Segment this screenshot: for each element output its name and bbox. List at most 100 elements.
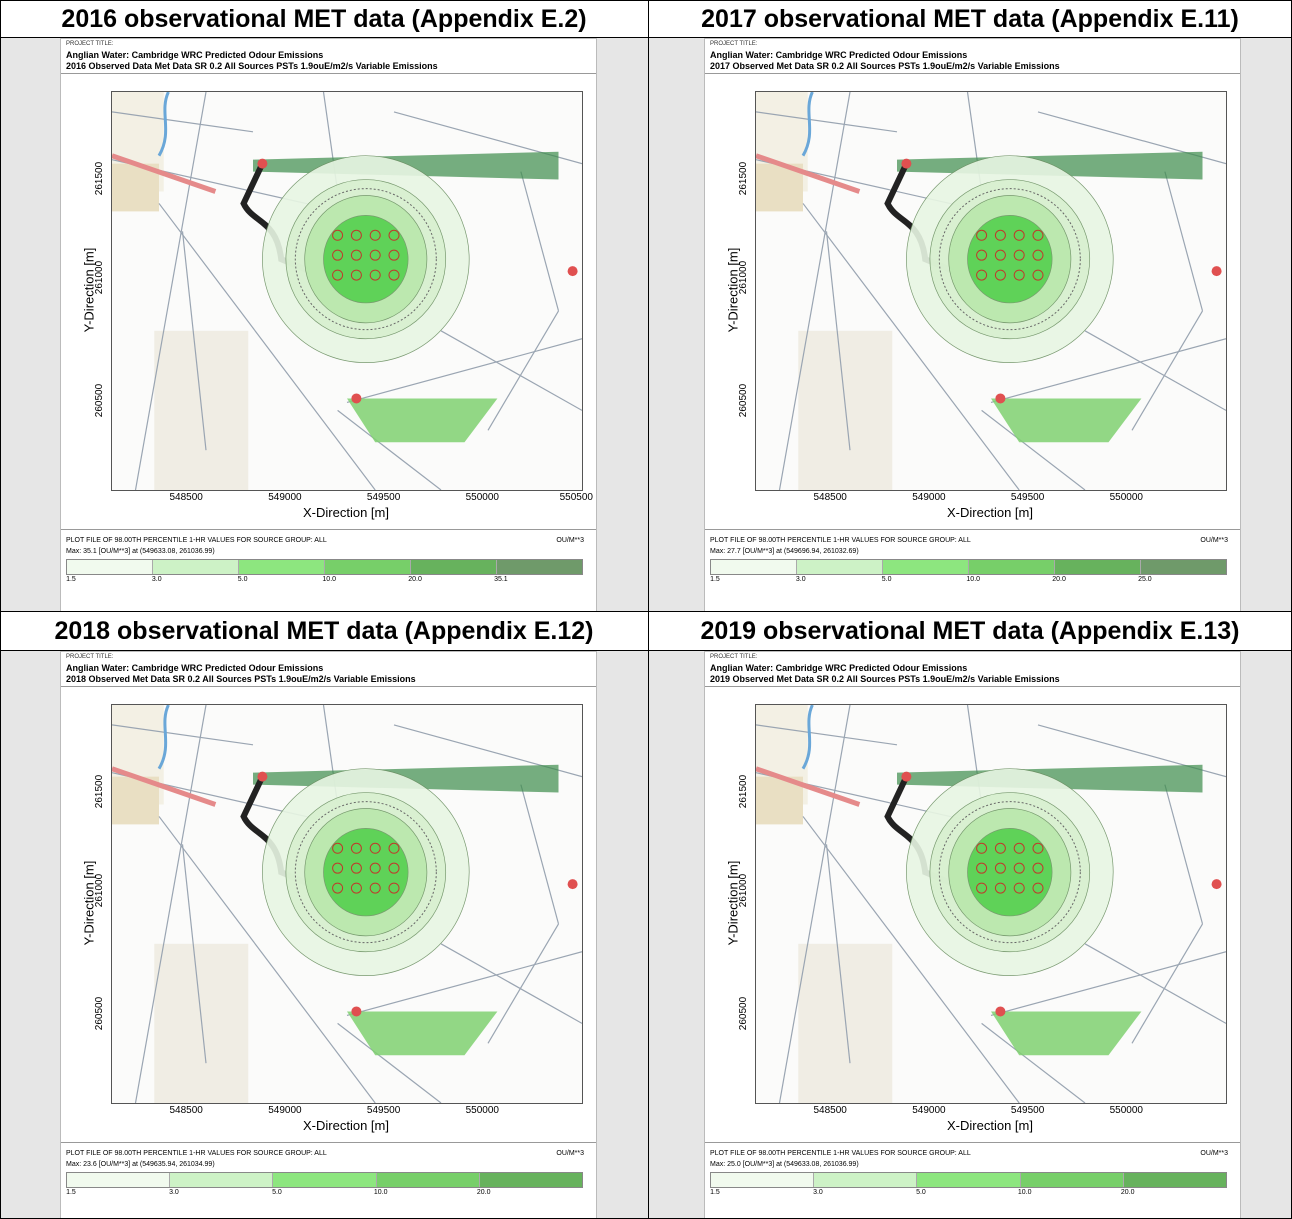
- project-title-label: PROJECT TITLE:: [710, 654, 758, 660]
- legend-tick-label: 20.0: [476, 1189, 491, 1196]
- legend-color-band: [325, 560, 411, 574]
- tank-marker: [350, 249, 362, 261]
- map-road-line: [990, 951, 1226, 1017]
- panel-2018: PROJECT TITLE: Anglian Water: Cambridge W…: [1, 651, 648, 1218]
- legend-tick-label: 20.0: [408, 576, 422, 583]
- footer-divider: [61, 529, 596, 530]
- tank-marker: [350, 842, 362, 854]
- tank-marker: [350, 882, 362, 894]
- map-road-line: [181, 844, 207, 1064]
- green-field: [991, 1011, 1142, 1056]
- tank-marker: [369, 269, 381, 281]
- map-road-line: [802, 816, 1020, 1103]
- legend-tick-label: 5.0: [272, 1189, 282, 1196]
- tank-marker: [994, 229, 1006, 241]
- legend-tick-label: 5.0: [916, 1189, 926, 1196]
- site-boundary: [938, 188, 1081, 331]
- y-tick-label: 261000: [94, 873, 106, 908]
- legend-color-band: [814, 1173, 918, 1187]
- legend-color-band: [1123, 1173, 1227, 1187]
- roundabout-marker: [1211, 266, 1222, 277]
- tank-marker: [332, 249, 344, 261]
- legend-tick-label: 3.0: [151, 576, 162, 583]
- tank-marker: [976, 249, 988, 261]
- grid-line-top: [0, 0, 1292, 1]
- site-boundary: [294, 801, 437, 944]
- title-divider: [61, 73, 596, 74]
- report-sheet: PROJECT TITLE: Anglian Water: Cambridge W…: [60, 38, 597, 611]
- legend-color-band: [376, 1173, 480, 1187]
- roundabout-marker: [567, 266, 578, 277]
- footer-divider: [705, 1142, 1240, 1143]
- legend-tick-label: 10.0: [1017, 1189, 1032, 1196]
- project-title-line-2: 2017 Observed Met Data SR 0.2 All Source…: [710, 61, 1060, 71]
- legend-color-band: [153, 560, 239, 574]
- map-road-line: [981, 409, 1086, 490]
- cell-heading-2018: 2018 observational MET data (Appendix E.…: [54, 617, 594, 645]
- x-tick-label: 549500: [366, 492, 401, 503]
- map-graphic: [756, 705, 1226, 1103]
- roundabout-marker: [901, 771, 912, 782]
- map-road-line: [487, 923, 560, 1044]
- report-sheet: PROJECT TITLE: Anglian Water: Cambridge W…: [60, 651, 597, 1218]
- y-tick-label: 260500: [94, 997, 106, 1031]
- map-road-line: [440, 330, 582, 411]
- project-title-line-1: Anglian Water: Cambridge WRC Predicted O…: [710, 50, 968, 60]
- tank-marker: [976, 862, 988, 874]
- legend-tick-label: 25.0: [1138, 576, 1152, 583]
- x-tick-label: 549500: [366, 1105, 401, 1116]
- contour-legend-bar: [66, 1172, 583, 1188]
- map-road-line: [1084, 330, 1226, 411]
- tank-marker: [1013, 269, 1025, 281]
- legend-color-band: [711, 560, 797, 574]
- x-tick-label: 549000: [912, 1105, 946, 1116]
- railway-line: [756, 766, 861, 807]
- roundabout-marker: [995, 1006, 1006, 1017]
- project-title-label: PROJECT TITLE:: [710, 41, 758, 47]
- green-field: [347, 398, 498, 443]
- tank-marker: [332, 842, 344, 854]
- tank-marker: [1032, 882, 1044, 894]
- legend-tick-label: 1.5: [710, 1189, 720, 1196]
- roundabout-marker: [901, 158, 912, 169]
- tank-marker: [1013, 842, 1025, 854]
- x-tick-label: 550500: [559, 492, 593, 503]
- cell-heading-2017: 2017 observational MET data (Appendix E.…: [701, 5, 1239, 33]
- legend-color-band: [883, 560, 969, 574]
- legend-tick-label: 20.0: [1120, 1189, 1135, 1196]
- contour-10-0: [323, 828, 409, 917]
- tank-marker: [388, 862, 400, 874]
- units-label: OU/M**3: [556, 1150, 584, 1157]
- x-tick-label: 549000: [912, 492, 946, 503]
- max-value-line: Max: 23.6 [OU/M**3] at (549635.94, 26103…: [66, 1161, 215, 1168]
- tank-marker: [350, 229, 362, 241]
- report-sheet: PROJECT TITLE: Anglian Water: Cambridge W…: [704, 651, 1241, 1218]
- tank-marker: [1013, 249, 1025, 261]
- river-path: [157, 92, 170, 157]
- tank-marker: [332, 269, 344, 281]
- tank-marker: [994, 249, 1006, 261]
- roundabout-marker: [257, 158, 268, 169]
- x-tick-label: 548500: [169, 1105, 203, 1116]
- river-path: [801, 705, 814, 770]
- units-label: OU/M**3: [1200, 1150, 1228, 1157]
- tank-marker: [369, 229, 381, 241]
- project-title-line-2: 2018 Observed Met Data SR 0.2 All Source…: [66, 674, 416, 684]
- project-title-label: PROJECT TITLE:: [66, 654, 114, 660]
- report-sheet: PROJECT TITLE: Anglian Water: Cambridge W…: [704, 38, 1241, 611]
- legend-color-band: [239, 560, 325, 574]
- cell-heading-2016: 2016 observational MET data (Appendix E.…: [61, 5, 587, 33]
- plot-file-description: PLOT FILE OF 98.00TH PERCENTILE 1-HR VAL…: [710, 1150, 971, 1157]
- y-tick-label: 261500: [738, 774, 750, 808]
- map-road-line: [990, 338, 1226, 404]
- legend-color-band: [1055, 560, 1141, 574]
- contour-map: [755, 91, 1227, 491]
- project-title-line-1: Anglian Water: Cambridge WRC Predicted O…: [66, 50, 324, 60]
- roundabout-marker: [995, 393, 1006, 404]
- railway-line: [112, 153, 217, 194]
- x-tick-label: 550000: [1109, 492, 1143, 503]
- grid-line-row1: [0, 37, 1292, 38]
- map-road-line: [134, 92, 207, 490]
- x-tick-label: 549500: [1010, 492, 1045, 503]
- map-road-line: [981, 1022, 1086, 1103]
